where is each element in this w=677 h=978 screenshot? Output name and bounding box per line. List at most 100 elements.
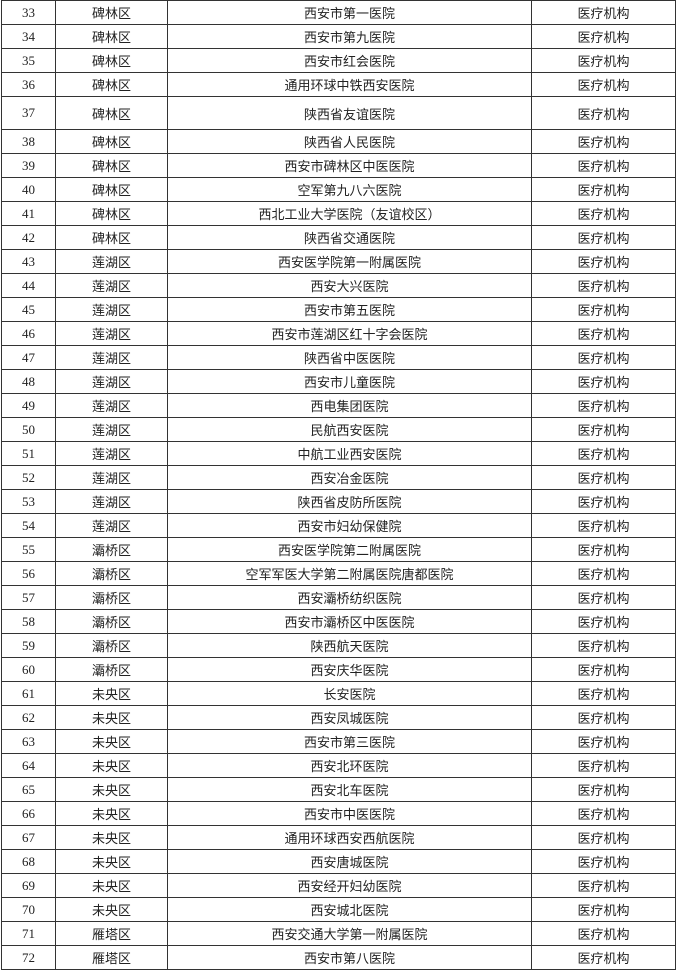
institution-name-cell: 西安医学院第二附属医院 bbox=[167, 537, 532, 562]
institution-type-cell: 医疗机构 bbox=[531, 0, 676, 25]
table-row: 49 莲湖区 西电集团医院 医疗机构 bbox=[1, 393, 676, 418]
institution-name-cell: 西北工业大学医院（友谊校区） bbox=[167, 201, 532, 226]
institution-name-cell: 西安唐城医院 bbox=[167, 849, 532, 874]
row-number: 38 bbox=[1, 129, 56, 154]
institution-name-cell: 西安市第一医院 bbox=[167, 0, 532, 25]
table-row: 39 碑林区 西安市碑林区中医医院 医疗机构 bbox=[1, 153, 676, 178]
row-number: 66 bbox=[1, 801, 56, 826]
district-cell: 碑林区 bbox=[55, 177, 168, 202]
table-row: 58 灞桥区 西安市灞桥区中医医院 医疗机构 bbox=[1, 609, 676, 634]
institution-name-cell: 西安市第九医院 bbox=[167, 24, 532, 49]
institution-name-cell: 西安市妇幼保健院 bbox=[167, 513, 532, 538]
row-number: 58 bbox=[1, 609, 56, 634]
table-row: 40 碑林区 空军第九八六医院 医疗机构 bbox=[1, 177, 676, 202]
row-number: 39 bbox=[1, 153, 56, 178]
district-cell: 未央区 bbox=[55, 897, 168, 922]
table-row: 64 未央区 西安北环医院 医疗机构 bbox=[1, 753, 676, 778]
table-row: 65 未央区 西安北车医院 医疗机构 bbox=[1, 777, 676, 802]
institution-type-cell: 医疗机构 bbox=[531, 153, 676, 178]
institution-name-cell: 中航工业西安医院 bbox=[167, 441, 532, 466]
institution-name-cell: 西电集团医院 bbox=[167, 393, 532, 418]
institution-name-cell: 西安市第八医院 bbox=[167, 945, 532, 970]
row-number: 45 bbox=[1, 297, 56, 322]
institution-type-cell: 医疗机构 bbox=[531, 873, 676, 898]
district-cell: 雁塔区 bbox=[55, 945, 168, 970]
institution-type-cell: 医疗机构 bbox=[531, 513, 676, 538]
institution-name-cell: 陕西省交通医院 bbox=[167, 225, 532, 250]
district-cell: 碑林区 bbox=[55, 24, 168, 49]
district-cell: 未央区 bbox=[55, 849, 168, 874]
table-row: 47 莲湖区 陕西省中医医院 医疗机构 bbox=[1, 345, 676, 370]
institution-name-cell: 西安市碑林区中医医院 bbox=[167, 153, 532, 178]
institution-type-cell: 医疗机构 bbox=[531, 921, 676, 946]
table-row: 66 未央区 西安市中医医院 医疗机构 bbox=[1, 801, 676, 826]
district-cell: 未央区 bbox=[55, 681, 168, 706]
institution-type-cell: 医疗机构 bbox=[531, 24, 676, 49]
row-number: 71 bbox=[1, 921, 56, 946]
table-row: 68 未央区 西安唐城医院 医疗机构 bbox=[1, 849, 676, 874]
row-number: 50 bbox=[1, 417, 56, 442]
table-row: 38 碑林区 陕西省人民医院 医疗机构 bbox=[1, 129, 676, 154]
institution-name-cell: 西安北环医院 bbox=[167, 753, 532, 778]
district-cell: 未央区 bbox=[55, 705, 168, 730]
institution-name-cell: 西安市莲湖区红十字会医院 bbox=[167, 321, 532, 346]
institution-type-cell: 医疗机构 bbox=[531, 489, 676, 514]
table-row: 60 灞桥区 西安庆华医院 医疗机构 bbox=[1, 657, 676, 682]
institution-type-cell: 医疗机构 bbox=[531, 945, 676, 970]
row-number: 53 bbox=[1, 489, 56, 514]
institution-name-cell: 通用环球西安西航医院 bbox=[167, 825, 532, 850]
district-cell: 灞桥区 bbox=[55, 633, 168, 658]
district-cell: 未央区 bbox=[55, 729, 168, 754]
institution-type-cell: 医疗机构 bbox=[531, 753, 676, 778]
row-number: 56 bbox=[1, 561, 56, 586]
district-cell: 未央区 bbox=[55, 873, 168, 898]
table-row: 44 莲湖区 西安大兴医院 医疗机构 bbox=[1, 273, 676, 298]
row-number: 35 bbox=[1, 48, 56, 73]
district-cell: 灞桥区 bbox=[55, 609, 168, 634]
table-row: 56 灞桥区 空军军医大学第二附属医院唐都医院 医疗机构 bbox=[1, 561, 676, 586]
district-cell: 莲湖区 bbox=[55, 249, 168, 274]
district-cell: 未央区 bbox=[55, 777, 168, 802]
table-row: 72 雁塔区 西安市第八医院 医疗机构 bbox=[1, 945, 676, 970]
institution-name-cell: 陕西省中医医院 bbox=[167, 345, 532, 370]
institution-name-cell: 西安北车医院 bbox=[167, 777, 532, 802]
institution-name-cell: 空军军医大学第二附属医院唐都医院 bbox=[167, 561, 532, 586]
row-number: 41 bbox=[1, 201, 56, 226]
district-cell: 碑林区 bbox=[55, 72, 168, 97]
district-cell: 碑林区 bbox=[55, 0, 168, 25]
row-number: 48 bbox=[1, 369, 56, 394]
row-number: 63 bbox=[1, 729, 56, 754]
row-number: 69 bbox=[1, 873, 56, 898]
table-row: 55 灞桥区 西安医学院第二附属医院 医疗机构 bbox=[1, 537, 676, 562]
institution-type-cell: 医疗机构 bbox=[531, 465, 676, 490]
district-cell: 莲湖区 bbox=[55, 369, 168, 394]
row-number: 36 bbox=[1, 72, 56, 97]
district-cell: 碑林区 bbox=[55, 201, 168, 226]
institution-name-cell: 民航西安医院 bbox=[167, 417, 532, 442]
institution-name-cell: 西安市红会医院 bbox=[167, 48, 532, 73]
district-cell: 莲湖区 bbox=[55, 273, 168, 298]
row-number: 42 bbox=[1, 225, 56, 250]
row-number: 51 bbox=[1, 441, 56, 466]
institution-type-cell: 医疗机构 bbox=[531, 201, 676, 226]
institution-name-cell: 西安交通大学第一附属医院 bbox=[167, 921, 532, 946]
district-cell: 莲湖区 bbox=[55, 297, 168, 322]
institution-name-cell: 西安冶金医院 bbox=[167, 465, 532, 490]
table-row: 45 莲湖区 西安市第五医院 医疗机构 bbox=[1, 297, 676, 322]
institution-type-cell: 医疗机构 bbox=[531, 585, 676, 610]
institution-type-cell: 医疗机构 bbox=[531, 561, 676, 586]
institution-type-cell: 医疗机构 bbox=[531, 537, 676, 562]
institution-type-cell: 医疗机构 bbox=[531, 609, 676, 634]
table-row: 37 碑林区 陕西省友谊医院 医疗机构 bbox=[1, 96, 676, 130]
district-cell: 莲湖区 bbox=[55, 465, 168, 490]
row-number: 68 bbox=[1, 849, 56, 874]
institution-type-cell: 医疗机构 bbox=[531, 273, 676, 298]
table-row: 54 莲湖区 西安市妇幼保健院 医疗机构 bbox=[1, 513, 676, 538]
row-number: 55 bbox=[1, 537, 56, 562]
row-number: 52 bbox=[1, 465, 56, 490]
district-cell: 莲湖区 bbox=[55, 441, 168, 466]
row-number: 72 bbox=[1, 945, 56, 970]
institution-name-cell: 西安大兴医院 bbox=[167, 273, 532, 298]
